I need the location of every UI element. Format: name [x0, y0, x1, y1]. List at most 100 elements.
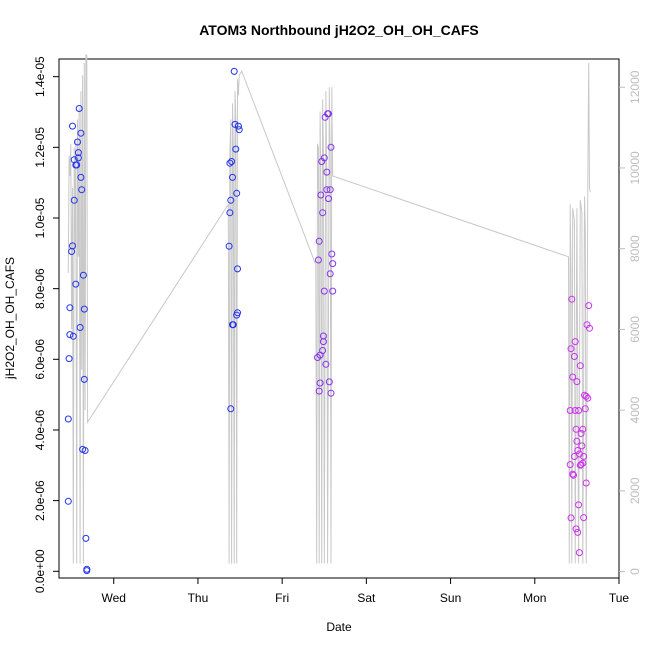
- data-point: [567, 345, 575, 353]
- data-point: [566, 407, 574, 414]
- y2-tick-label: 4000: [628, 396, 642, 423]
- x-tick-label: Mon: [523, 591, 546, 605]
- data-point: [69, 332, 77, 340]
- y-tick-label: 6.0e-06: [33, 339, 47, 380]
- data-point: [573, 437, 581, 445]
- data-point: [79, 271, 87, 279]
- data-point: [586, 324, 593, 332]
- x-tick-label: Sun: [440, 591, 461, 605]
- data-point: [585, 302, 593, 310]
- data-point: [225, 242, 233, 250]
- data-point: [328, 250, 336, 258]
- data-point: [314, 256, 322, 264]
- data-point: [69, 122, 76, 130]
- data-point: [227, 196, 235, 204]
- data-point: [573, 378, 581, 386]
- data-point: [329, 260, 337, 268]
- data-point: [235, 126, 243, 134]
- chart-title: ATOM3 Northbound jH2O2_OH_OH_CAFS: [199, 22, 479, 38]
- x-tick-label: Sat: [357, 591, 376, 605]
- data-point: [73, 161, 81, 169]
- data-point: [568, 295, 576, 303]
- y-tick-label: 1.0e-05: [33, 197, 47, 238]
- plot-frame: [58, 58, 620, 579]
- y2-tick-label: 2000: [628, 477, 642, 504]
- data-point: [580, 453, 588, 460]
- data-point: [575, 407, 583, 414]
- x-tick-label: Tue: [609, 591, 630, 605]
- data-point: [566, 461, 574, 469]
- data-point: [325, 378, 333, 386]
- y2-tick-label: 8000: [628, 235, 642, 262]
- data-point: [323, 168, 331, 176]
- data-point: [577, 461, 585, 469]
- y2-tick-label: 12000: [628, 70, 642, 104]
- x-tick-label: Fri: [275, 591, 289, 605]
- x-tick-label: Wed: [102, 591, 126, 605]
- data-point: [325, 195, 332, 203]
- data-point: [316, 379, 324, 387]
- y-tick-label: 1.2e-05: [33, 127, 47, 168]
- data-point: [320, 154, 328, 162]
- data-point: [65, 355, 73, 363]
- data-point: [77, 129, 85, 137]
- data-point: [327, 143, 335, 151]
- data-point: [570, 471, 577, 479]
- data-point: [315, 237, 323, 245]
- data-point: [569, 373, 577, 381]
- x-axis-label: Date: [326, 620, 352, 634]
- data-point: [582, 392, 590, 400]
- data-point: [581, 405, 589, 413]
- data-point: [580, 514, 588, 522]
- data-point: [74, 154, 82, 162]
- data-point: [577, 430, 585, 437]
- y-tick-label: 0.0e+00: [33, 549, 47, 593]
- data-point: [315, 387, 323, 395]
- data-point: [319, 209, 327, 217]
- data-point: [320, 287, 328, 295]
- data-point: [579, 459, 587, 467]
- data-point: [78, 186, 86, 194]
- data-point: [327, 389, 335, 397]
- data-point: [227, 405, 235, 413]
- data-point: [74, 149, 82, 157]
- data-point: [66, 331, 74, 339]
- data-point: [229, 173, 236, 181]
- data-point: [572, 525, 580, 533]
- data-point: [229, 321, 237, 329]
- data-point: [64, 497, 72, 505]
- y2-tick-label: 6000: [628, 316, 642, 343]
- data-point: [575, 549, 583, 557]
- data-point: [576, 362, 584, 370]
- data-point: [75, 105, 83, 112]
- data-point: [319, 347, 327, 354]
- data-point: [234, 309, 241, 317]
- data-point: [76, 324, 84, 331]
- data-point: [571, 407, 579, 414]
- x-tick-label: Thu: [188, 591, 209, 605]
- data-point: [226, 159, 234, 167]
- y-tick-label: 1.4e-05: [33, 56, 47, 97]
- data-point: [575, 501, 583, 509]
- y-tick-label: 8.0e-06: [33, 268, 47, 309]
- data-point: [64, 415, 72, 423]
- data-point: [584, 394, 592, 402]
- data-point: [228, 158, 236, 165]
- data-point: [579, 425, 587, 433]
- data-point: [569, 470, 577, 478]
- data-point: [82, 534, 90, 542]
- data-point: [77, 173, 85, 181]
- data-point: [571, 338, 579, 346]
- data-point: [567, 514, 575, 522]
- data-point: [72, 280, 80, 288]
- y2-tick-label: 0: [628, 568, 642, 575]
- data-point: [322, 360, 330, 368]
- data-point: [226, 209, 234, 217]
- data-point: [232, 145, 240, 153]
- data-point: [574, 447, 582, 454]
- plot-area: 0.0e+00 2.0e-06 4.0e-06 6.0e-06 8.0e-06 1.0e-…: [33, 54, 642, 605]
- data-point: [234, 265, 241, 273]
- data-point: [83, 567, 91, 575]
- data-point: [325, 110, 332, 118]
